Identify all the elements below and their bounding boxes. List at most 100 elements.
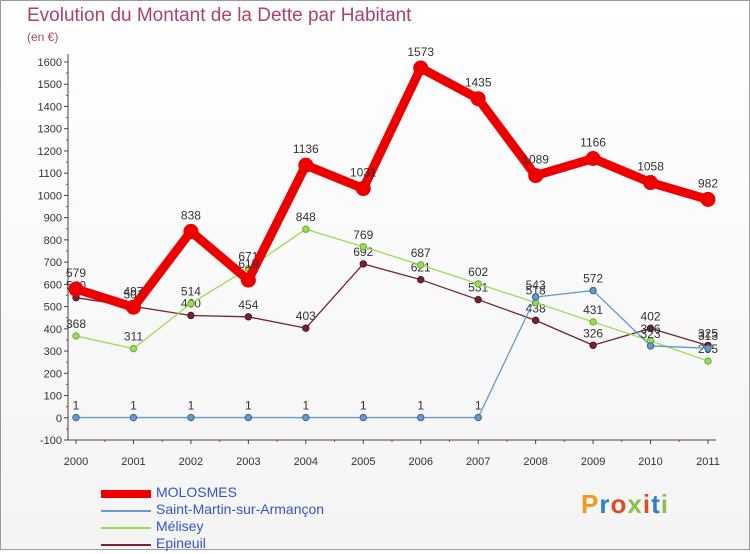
y-tick-label: 800 bbox=[44, 235, 62, 247]
data-point bbox=[700, 191, 716, 207]
data-label: 346 bbox=[641, 322, 661, 336]
data-point bbox=[359, 243, 367, 251]
data-label: 326 bbox=[583, 326, 603, 340]
data-point bbox=[244, 413, 253, 422]
data-point bbox=[470, 91, 486, 107]
y-tick-label: 1300 bbox=[38, 124, 62, 136]
x-tick-label: 2009 bbox=[581, 456, 605, 468]
data-label: 518 bbox=[526, 284, 546, 298]
data-label: 687 bbox=[411, 246, 431, 260]
data-point bbox=[474, 295, 482, 304]
data-point bbox=[72, 413, 80, 422]
data-label: 1166 bbox=[580, 136, 606, 150]
data-point bbox=[129, 413, 138, 422]
series-line bbox=[74, 63, 710, 312]
data-label: 572 bbox=[583, 272, 603, 286]
x-tick-label: 2011 bbox=[696, 456, 720, 468]
data-point bbox=[589, 318, 597, 326]
legend-label: MOLOSMES bbox=[156, 484, 237, 500]
logo-letter: o bbox=[610, 489, 628, 519]
data-point bbox=[417, 261, 425, 269]
data-label: 531 bbox=[468, 281, 488, 295]
y-tick-label: -100 bbox=[40, 435, 62, 447]
logo-letter: r bbox=[599, 489, 611, 519]
logo-letter: i bbox=[642, 489, 652, 519]
data-label: 619 bbox=[238, 257, 258, 271]
series-line bbox=[76, 289, 709, 419]
data-point bbox=[72, 332, 80, 340]
data-label: 1 bbox=[417, 399, 424, 413]
data-point bbox=[187, 413, 195, 422]
data-point bbox=[359, 260, 367, 268]
data-point bbox=[244, 313, 253, 321]
y-tick-label: 700 bbox=[44, 257, 62, 269]
legend-swatch bbox=[101, 544, 151, 546]
data-label: 1573 bbox=[407, 45, 434, 59]
proxiti-logo: Proxiti bbox=[581, 489, 669, 520]
x-tick-label: 2004 bbox=[294, 456, 318, 468]
data-label: 368 bbox=[66, 317, 86, 331]
data-point bbox=[68, 281, 84, 297]
data-point bbox=[589, 286, 597, 295]
data-label: 311 bbox=[124, 330, 143, 344]
x-tick-label: 2002 bbox=[179, 456, 203, 468]
legend-label: Mélisey bbox=[156, 518, 204, 534]
logo-letter: x bbox=[627, 489, 643, 519]
data-point bbox=[417, 275, 425, 284]
data-point bbox=[704, 344, 712, 352]
y-tick-label: 100 bbox=[44, 391, 62, 403]
data-point bbox=[302, 225, 310, 233]
data-point bbox=[129, 344, 138, 353]
data-label: 1 bbox=[73, 399, 80, 413]
y-tick-label: 1100 bbox=[38, 168, 62, 180]
y-tick-label: 900 bbox=[44, 213, 62, 225]
y-tick-label: 1600 bbox=[38, 57, 62, 69]
data-label: 1 bbox=[302, 399, 309, 413]
data-label: 325 bbox=[698, 327, 718, 341]
data-point bbox=[355, 181, 371, 197]
data-point bbox=[531, 293, 540, 301]
data-label: 769 bbox=[353, 228, 373, 242]
data-label: 402 bbox=[641, 309, 661, 323]
data-point bbox=[704, 357, 712, 365]
y-tick-label: 1200 bbox=[38, 146, 62, 158]
data-point bbox=[240, 272, 256, 288]
data-point bbox=[125, 299, 141, 315]
data-point bbox=[302, 324, 310, 332]
x-tick-label: 2007 bbox=[466, 456, 490, 468]
x-tick-label: 2005 bbox=[351, 456, 375, 468]
legend-swatch bbox=[101, 527, 151, 529]
y-tick-label: 200 bbox=[44, 368, 62, 380]
y-tick-label: 1400 bbox=[38, 101, 62, 113]
data-label: 543 bbox=[526, 278, 546, 292]
x-tick-label: 2000 bbox=[64, 456, 88, 468]
data-label: 323 bbox=[641, 327, 661, 341]
data-label: 1058 bbox=[637, 160, 664, 174]
data-label: 431 bbox=[583, 303, 603, 317]
data-label: 1136 bbox=[293, 142, 319, 156]
data-point bbox=[413, 60, 429, 76]
data-label: 1 bbox=[245, 399, 252, 413]
data-label: 1 bbox=[360, 399, 367, 413]
data-label: 1 bbox=[130, 399, 137, 413]
logo-letter: t bbox=[651, 489, 661, 519]
data-label: 579 bbox=[66, 266, 86, 280]
y-tick-label: 400 bbox=[44, 324, 62, 336]
data-label: 602 bbox=[468, 265, 488, 279]
data-label: 454 bbox=[238, 298, 258, 312]
data-label: 313 bbox=[698, 329, 718, 343]
logo-letter: i bbox=[660, 489, 669, 519]
data-point bbox=[474, 413, 482, 422]
y-tick-label: 0 bbox=[56, 413, 62, 425]
data-point bbox=[528, 168, 544, 184]
legend-label: Epineuil bbox=[156, 535, 206, 551]
chart-subtitle: (en €) bbox=[27, 30, 59, 44]
data-point bbox=[531, 316, 540, 325]
data-point bbox=[187, 299, 195, 308]
data-label: 1 bbox=[475, 399, 482, 413]
logo-letter: P bbox=[581, 489, 600, 519]
data-label: 1089 bbox=[522, 153, 549, 167]
data-point bbox=[359, 413, 367, 422]
data-point bbox=[298, 157, 314, 173]
